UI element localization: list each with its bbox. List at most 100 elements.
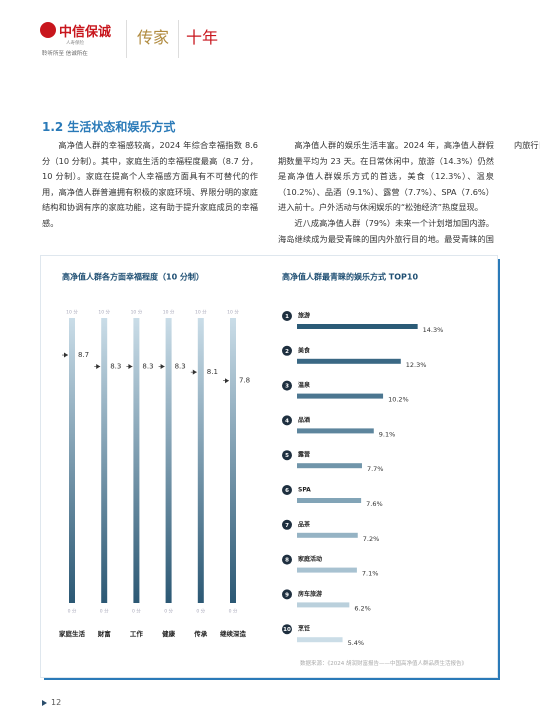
category-label: 传承 — [193, 629, 208, 638]
rank: 5 — [285, 453, 289, 459]
chart-title: 高净值人群各方面幸福程度（10 分制） — [62, 272, 204, 282]
column-track — [69, 318, 75, 603]
bar — [297, 428, 374, 434]
rank-badge — [282, 415, 292, 426]
source: 数据来源：《2024 胡润财富报告——中国高净值人群品质生活报告》 — [300, 661, 467, 667]
rank-badge — [282, 380, 292, 391]
chart-title: 高净值人群最青睐的娱乐方式 TOP10 — [282, 272, 418, 282]
value-label: 7.6% — [366, 500, 383, 508]
rank: 3 — [285, 384, 289, 390]
category-label: 烹饪 — [298, 625, 310, 633]
category-label: 工作 — [130, 629, 144, 638]
category-label: 旅游 — [297, 312, 310, 320]
category-label: 健康 — [162, 629, 176, 638]
frame — [40, 255, 498, 678]
rank: 1 — [285, 314, 289, 320]
value-label: 7.2% — [363, 535, 380, 543]
y-tick-label: 10 分 — [98, 309, 110, 316]
value-label: 7.8 — [239, 377, 250, 385]
rank-badge — [282, 554, 292, 565]
column-track — [230, 318, 236, 603]
value-label: 14.3% — [423, 326, 444, 334]
category-label: 房车旅游 — [298, 590, 322, 598]
value-label: 9.1% — [379, 430, 396, 438]
rank: 9 — [285, 592, 289, 598]
rank: 6 — [285, 488, 289, 494]
y-tick-label: 10 分 — [66, 309, 78, 316]
brand: 中信保诚 — [59, 25, 112, 40]
y-tick-label: 10 分 — [227, 309, 239, 316]
paragraph: 高净值人群的娱乐生活丰富。2024 年，高净值人群假期数量平均为 23 天。在日… — [278, 140, 494, 213]
bar — [297, 602, 350, 608]
category-label: 家庭生活 — [59, 629, 86, 638]
column-track — [197, 318, 204, 603]
value-label: 12.3% — [406, 361, 427, 369]
section-title: 1.2 生活状态和娱乐方式 — [42, 120, 176, 134]
logo-icon — [40, 22, 56, 38]
rank-badge — [282, 519, 292, 530]
value-label: 8.3 — [110, 362, 121, 370]
value-label: 8.3 — [142, 362, 153, 370]
brand-sub: 人寿保险 — [66, 41, 84, 46]
paragraph: 高净值人群的幸福感较高，2024 年综合幸福指数 8.6 分（10 分制）。其中… — [42, 140, 258, 228]
y-tick-label: 10 分 — [131, 309, 143, 316]
page-number: 12 — [51, 698, 62, 707]
rank-badge — [282, 311, 292, 321]
rank: 8 — [285, 558, 289, 564]
mark: 传家 — [137, 28, 170, 47]
value-label: 10.2% — [388, 396, 409, 404]
column-track — [133, 318, 140, 603]
y-tick-label: 10 分 — [163, 309, 175, 316]
rank-badge — [282, 485, 292, 495]
body-text: 高净值人群的幸福感较高，2024 年综合幸福指数 8.6 分（10 分制）。其中… — [42, 138, 540, 250]
category-label: 露营 — [298, 451, 310, 459]
y-tick-label: 0 分 — [229, 608, 238, 615]
rank-badge — [282, 345, 292, 356]
bar — [297, 358, 401, 364]
rank: 7 — [285, 523, 289, 529]
category-label: 品茶 — [298, 520, 311, 528]
bar — [297, 567, 357, 573]
y-tick-label: 0 分 — [164, 608, 173, 615]
rank-badge — [282, 589, 292, 600]
value-label: 5.4% — [348, 639, 365, 647]
value-label: 8.1 — [207, 368, 218, 376]
category-label: 家庭活动 — [298, 555, 322, 563]
value-label: 8.7 — [78, 351, 89, 359]
category-label: 温泉 — [298, 381, 311, 389]
y-tick-label: 0 分 — [132, 608, 141, 615]
slogan: 聆听所至 信诚所在 — [42, 51, 88, 57]
value-label: 8.3 — [175, 362, 186, 370]
category-label: 继续深造 — [220, 629, 247, 638]
category-label: 美食 — [297, 346, 311, 354]
rank-badge — [282, 624, 292, 635]
y-tick-label: 0 分 — [196, 608, 205, 615]
divider — [178, 20, 179, 58]
bar — [297, 498, 362, 503]
column-track — [101, 318, 108, 603]
rank-badge — [282, 450, 292, 461]
value-label: 6.2% — [354, 604, 371, 612]
bar — [297, 393, 384, 399]
category-label: SPA — [298, 487, 311, 494]
value-label: 7.7% — [367, 465, 384, 473]
category-label: 财富 — [98, 629, 112, 638]
bar — [297, 637, 343, 643]
rank: 10 — [283, 627, 291, 633]
bar — [297, 324, 418, 329]
bar — [297, 463, 362, 469]
rank: 2 — [285, 349, 289, 355]
value-label: 7.1% — [362, 570, 379, 578]
y-tick-label: 0 分 — [68, 608, 77, 615]
y-tick-label: 10 分 — [195, 309, 207, 316]
column-track — [165, 318, 172, 603]
page-marker — [42, 700, 47, 706]
rank: 4 — [285, 418, 289, 424]
y-tick-label: 0 分 — [100, 608, 109, 615]
paragraph: 近八成高净值人群（79%）未来一个计划增加国内游。海岛继续成为最受青睐的国内外旅… — [278, 140, 540, 244]
mark: 十年 — [186, 28, 219, 47]
category-label: 品酒 — [298, 416, 310, 424]
bar — [297, 532, 358, 538]
